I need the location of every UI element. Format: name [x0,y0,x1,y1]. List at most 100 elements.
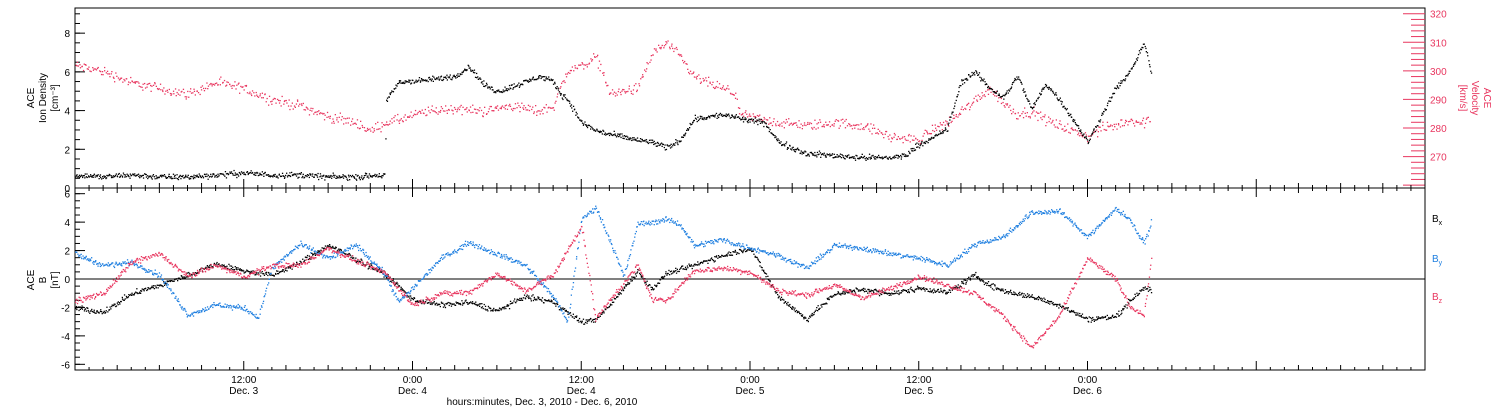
velocity-point [779,125,780,126]
velocity-point [674,48,675,49]
by-point [242,308,243,309]
density-point [689,127,690,128]
density-point [1042,89,1043,90]
velocity-point [994,95,995,96]
bx-point [965,280,966,281]
by-point [231,306,232,307]
density-point [652,140,653,141]
density-point [428,81,429,82]
velocity-point [661,47,662,48]
velocity-point [449,110,450,111]
by-point [99,262,100,263]
bx-point [522,300,523,301]
bx-point [688,264,689,265]
velocity-point [231,86,232,87]
bx-point [707,263,708,264]
bx-point [479,306,480,307]
density-point [840,154,841,155]
bx-point [767,276,768,277]
density-point [1144,44,1145,45]
bx-point [583,319,584,320]
velocity-point [886,131,887,132]
density-point [952,112,953,113]
velocity-point [352,124,353,125]
velocity-point [258,97,259,98]
velocity-point [717,87,718,88]
bx-point [843,291,844,292]
velocity-point [696,78,697,79]
bx-point [631,276,632,277]
density-point [359,176,360,177]
density-point [411,83,412,84]
bx-point [718,255,719,256]
bx-point [950,292,951,293]
density-point [1124,80,1125,81]
velocity-point [517,103,518,104]
velocity-point [767,119,768,120]
velocity-point [569,73,570,74]
density-point [365,175,366,176]
velocity-point [398,120,399,121]
density-point [543,76,544,77]
by-point [175,296,176,297]
velocity-point [860,129,861,130]
by-point [155,270,156,271]
density-point [1078,128,1079,129]
date-tick-label: Dec. 4 [398,386,427,397]
velocity-point [198,92,199,93]
density-point [337,177,338,178]
velocity-point [905,138,906,139]
density-point [243,172,244,173]
velocity-point [764,117,765,118]
bx-point [732,255,733,256]
velocity-point [1049,121,1050,122]
density-point [633,137,634,138]
velocity-point [856,124,857,125]
density-point [396,85,397,86]
velocity-point [151,91,152,92]
velocity-point [893,137,894,138]
density-point [1088,142,1089,143]
density-point [752,120,753,121]
density-point [173,174,174,175]
bx-point [490,310,491,311]
velocity-point [405,114,406,115]
bx-point [472,301,473,302]
bx-point [413,299,414,300]
density-point [156,178,157,179]
density-point [999,93,1000,94]
density-point [102,176,103,177]
density-point [381,177,382,178]
bx-point [934,290,935,291]
velocity-point [963,109,964,110]
by-point [227,304,228,305]
by-point [260,309,261,310]
density-point [970,76,971,77]
velocity-point [716,86,717,87]
velocity-point [885,134,886,135]
density-point [697,121,698,122]
density-point [508,89,509,90]
bx-point [671,273,672,274]
bx-point [402,288,403,289]
by-point [182,306,183,307]
density-point [1083,133,1084,134]
velocity-point [977,101,978,102]
density-point [635,139,636,140]
bx-point [480,303,481,304]
bx-point [819,308,820,309]
bx-point [445,307,446,308]
velocity-point [646,68,647,69]
density-point [921,143,922,144]
velocity-point [469,110,470,111]
bx-point [1149,289,1150,290]
velocity-point [891,141,892,142]
density-point [201,177,202,178]
velocity-point [281,105,282,106]
velocity-point [835,121,836,122]
velocity-point [91,71,92,72]
by-point [206,310,207,311]
velocity-point [536,111,537,112]
velocity-point [704,80,705,81]
bx-point [933,292,934,293]
